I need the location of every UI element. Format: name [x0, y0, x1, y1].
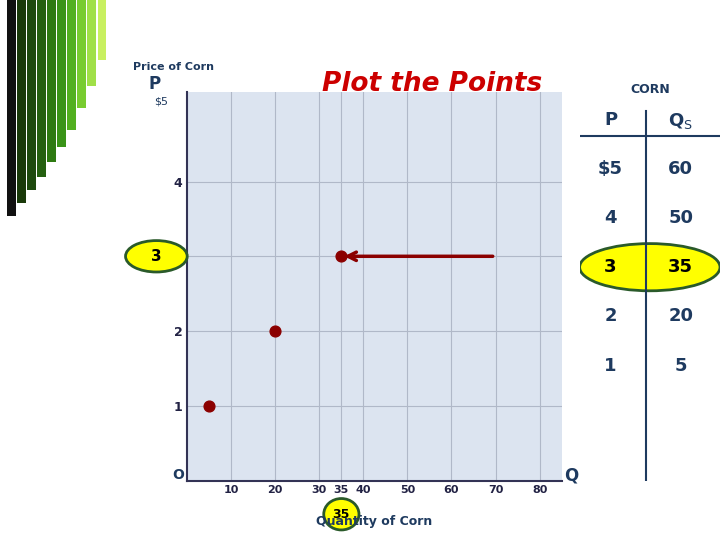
Ellipse shape [324, 498, 359, 530]
Point [336, 252, 347, 261]
FancyBboxPatch shape [27, 0, 36, 190]
Text: Quantity of Corn: Quantity of Corn [316, 515, 433, 528]
Ellipse shape [580, 244, 720, 291]
FancyBboxPatch shape [37, 0, 46, 177]
Text: P: P [149, 75, 161, 93]
Text: 4: 4 [604, 209, 617, 227]
Point [269, 327, 281, 335]
Text: O: O [173, 468, 184, 482]
Text: Price of Corn: Price of Corn [133, 63, 215, 72]
Text: $5: $5 [154, 97, 168, 106]
Ellipse shape [125, 241, 187, 272]
Text: GRAPHING SUPPLY: GRAPHING SUPPLY [191, 16, 630, 57]
FancyBboxPatch shape [58, 0, 66, 147]
Text: 3: 3 [604, 258, 617, 276]
Text: 5: 5 [675, 357, 687, 375]
Text: Q: Q [564, 466, 578, 484]
FancyBboxPatch shape [7, 0, 16, 216]
FancyBboxPatch shape [48, 0, 56, 162]
Text: 35: 35 [333, 508, 350, 521]
Point [204, 402, 215, 410]
Text: CORN: CORN [630, 83, 670, 96]
Text: 3: 3 [151, 249, 162, 264]
Text: $5: $5 [598, 160, 623, 178]
Text: 50: 50 [668, 209, 693, 227]
Text: P: P [604, 111, 617, 129]
Text: 2: 2 [604, 307, 617, 326]
Text: Q$_\mathsf{S}$: Q$_\mathsf{S}$ [668, 111, 693, 131]
FancyBboxPatch shape [97, 0, 107, 60]
FancyBboxPatch shape [88, 0, 96, 86]
Text: 60: 60 [668, 160, 693, 178]
FancyBboxPatch shape [68, 0, 76, 130]
FancyBboxPatch shape [17, 0, 26, 203]
Text: Plot the Points: Plot the Points [322, 71, 542, 97]
Text: 35: 35 [668, 258, 693, 276]
Text: 20: 20 [668, 307, 693, 326]
Text: 1: 1 [604, 357, 617, 375]
FancyBboxPatch shape [78, 0, 86, 108]
